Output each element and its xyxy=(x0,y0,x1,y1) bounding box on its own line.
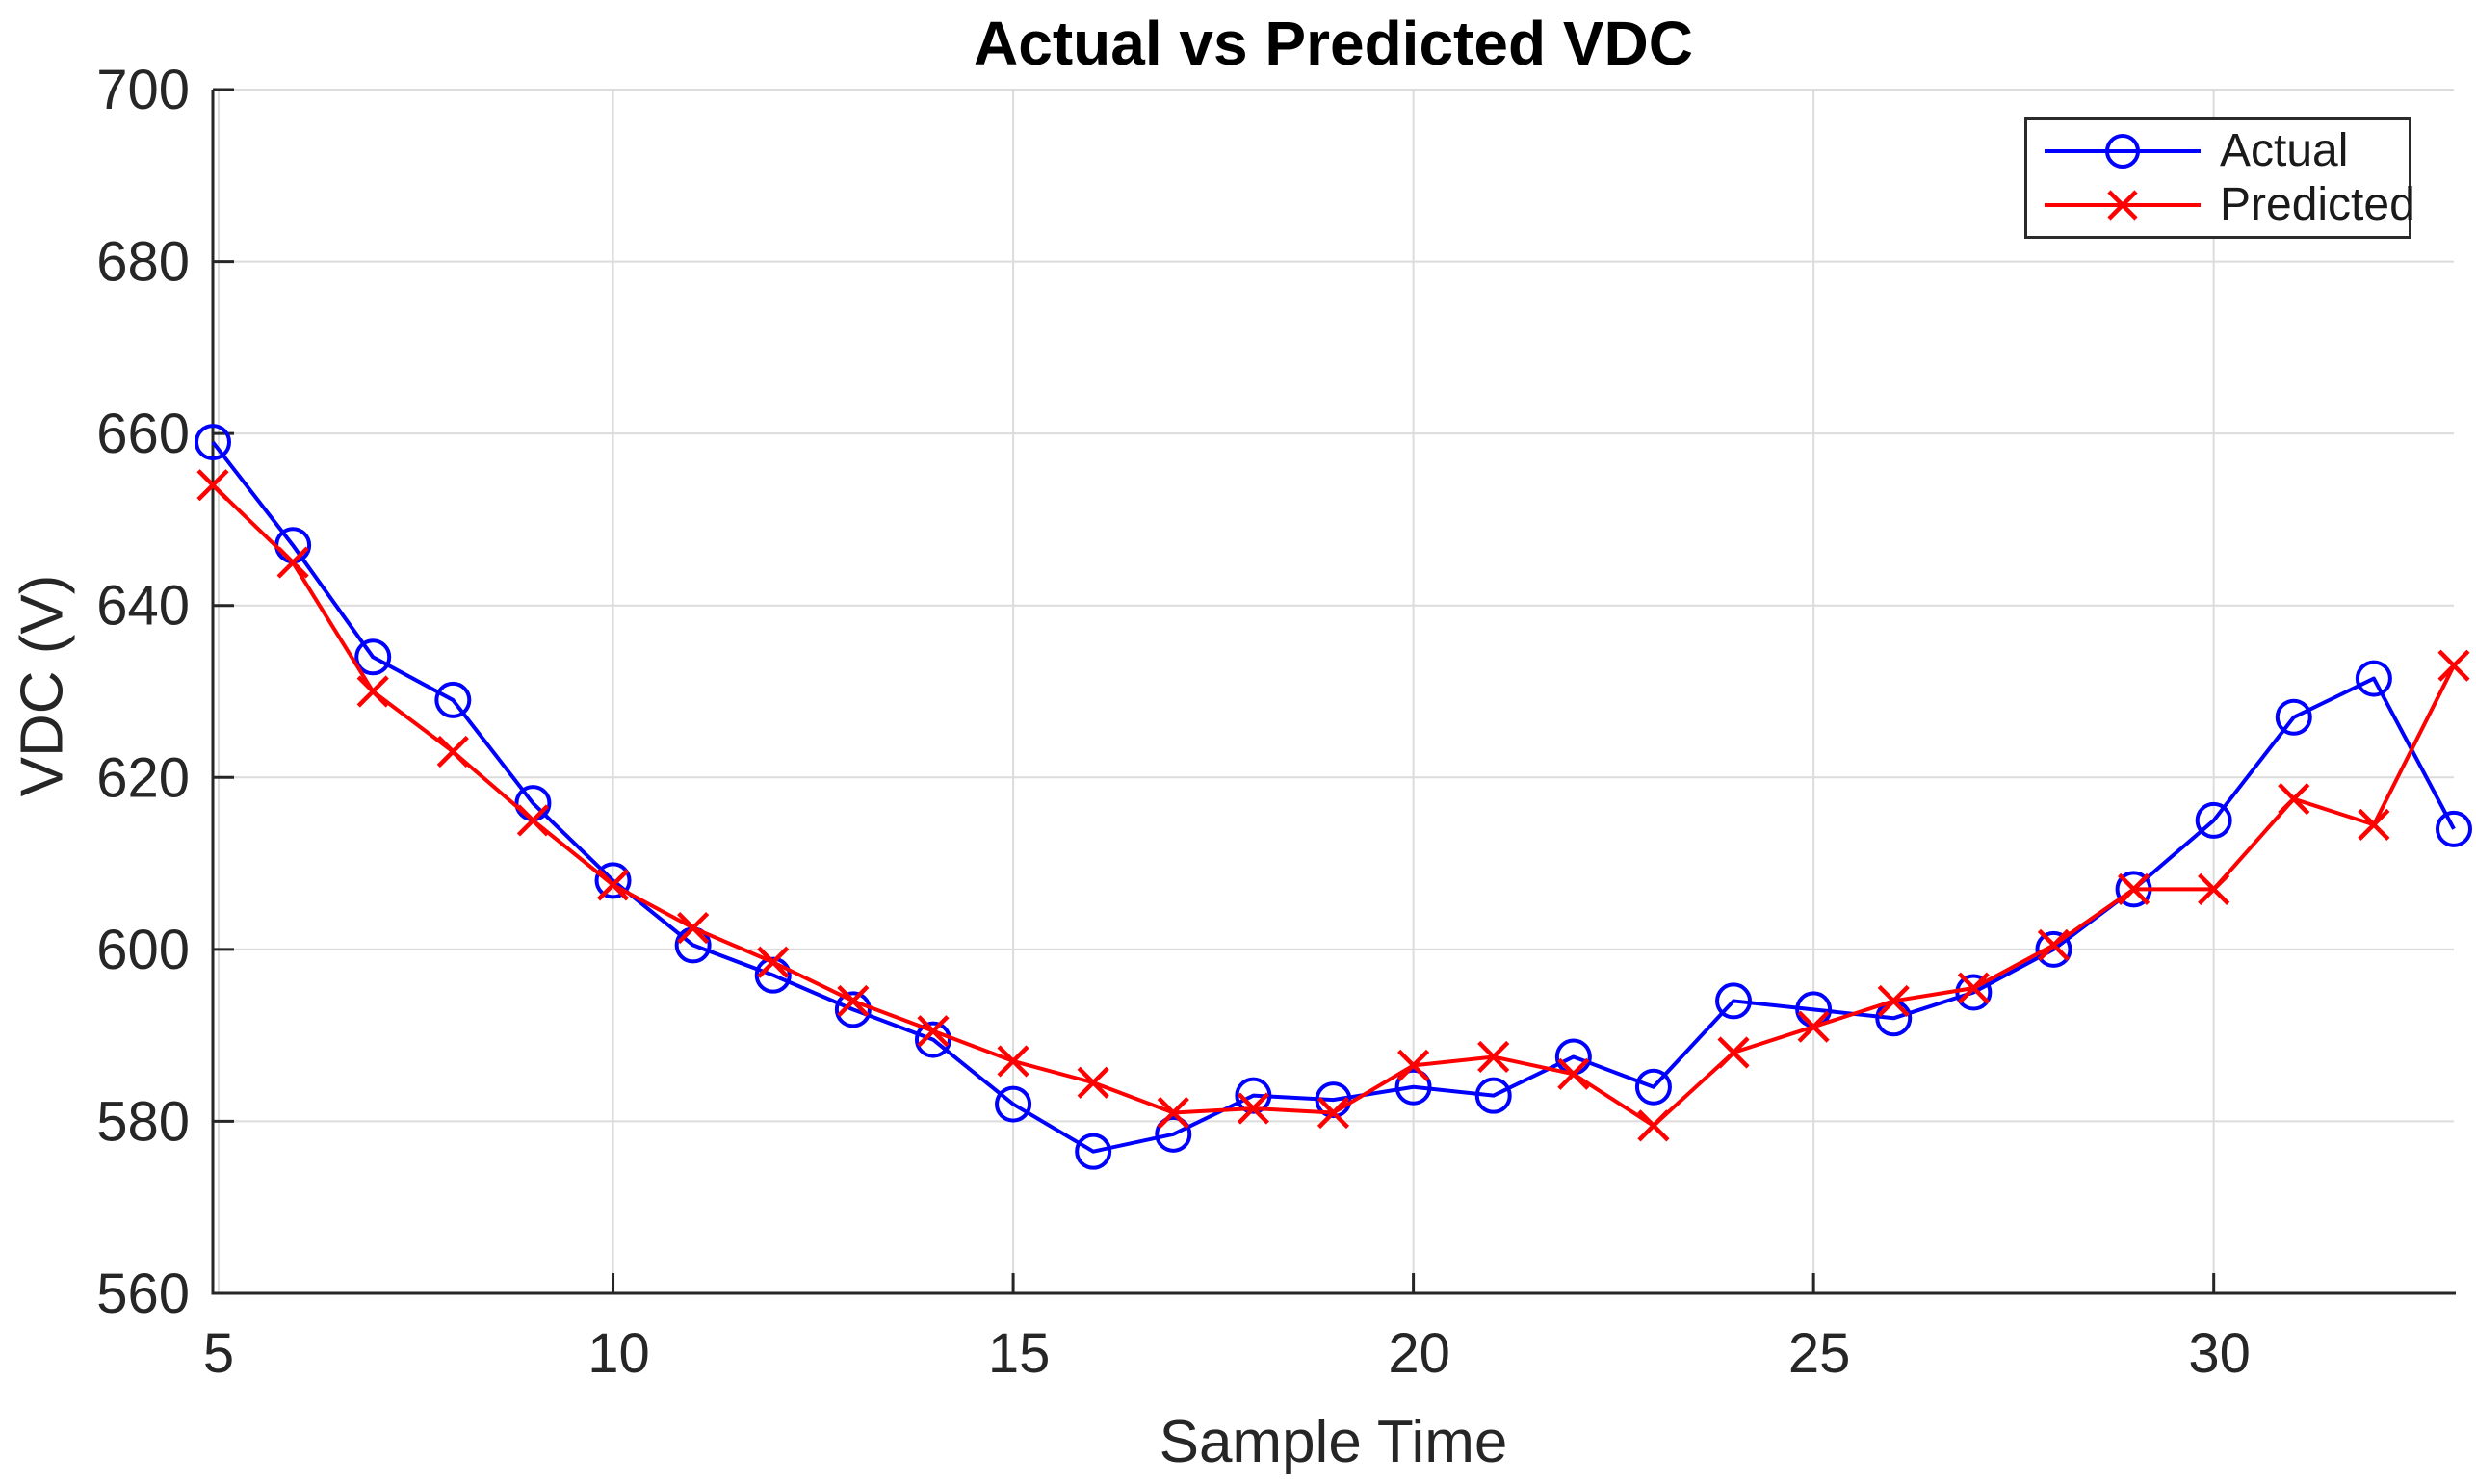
legend-item-predicted: Predicted xyxy=(2027,182,2415,228)
x-tick-label: 10 xyxy=(587,1322,650,1385)
marker-circle-actual xyxy=(1474,1077,1512,1114)
marker-circle-actual xyxy=(354,638,392,676)
marker-circle-actual xyxy=(1394,1068,1432,1106)
x-tick-label: 15 xyxy=(988,1322,1051,1385)
marker-circle-actual xyxy=(594,862,632,899)
legend: Actual Predicted xyxy=(2024,117,2415,239)
x-tick-label: 30 xyxy=(2188,1322,2251,1385)
marker-x-predicted xyxy=(837,984,870,1018)
marker-x-predicted xyxy=(1797,1010,1830,1043)
y-tick-label: 660 xyxy=(96,403,190,465)
legend-label-predicted: Predicted xyxy=(2220,179,2415,230)
marker-x-predicted xyxy=(1557,1057,1590,1090)
marker-circle-actual xyxy=(1235,1077,1272,1114)
marker-circle-actual xyxy=(434,681,472,718)
marker-circle-actual xyxy=(2035,930,2072,968)
marker-x-predicted xyxy=(196,469,229,502)
marker-circle-actual xyxy=(2355,660,2392,697)
marker-x-predicted xyxy=(757,946,790,978)
chart-title: Actual vs Predicted VDC xyxy=(974,9,1693,78)
y-tick-label: 620 xyxy=(96,746,190,809)
marker-x-predicted xyxy=(677,911,710,945)
marker-x-predicted xyxy=(1477,1040,1510,1074)
marker-x-predicted xyxy=(436,735,469,768)
marker-x-predicted xyxy=(1717,1036,1750,1069)
marker-circle-actual xyxy=(195,424,231,461)
marker-x-predicted xyxy=(356,675,389,708)
marker-x-predicted xyxy=(1237,1092,1269,1125)
x-tick-label: 20 xyxy=(1388,1322,1450,1385)
y-tick-label: 580 xyxy=(96,1090,190,1153)
marker-circle-actual xyxy=(834,991,872,1028)
marker-circle-actual xyxy=(995,1085,1032,1123)
marker-x-predicted xyxy=(2278,783,2310,816)
x-tick-label: 25 xyxy=(1788,1322,1851,1385)
series-line-actual xyxy=(211,440,2456,1154)
y-tick-label: 680 xyxy=(96,231,190,294)
marker-x-predicted xyxy=(1397,1049,1430,1081)
x-axis-label: Sample Time xyxy=(1159,1409,1508,1475)
marker-x-predicted xyxy=(1077,1066,1109,1099)
predicted-line-x-sample xyxy=(2045,190,2201,221)
marker-x-predicted xyxy=(2037,928,2071,961)
marker-x-predicted xyxy=(276,546,309,579)
marker-x-predicted xyxy=(596,869,630,901)
marker-circle-actual xyxy=(2195,801,2232,839)
legend-item-actual: Actual xyxy=(2027,128,2409,174)
marker-x-predicted xyxy=(2198,872,2230,905)
y-axis-label: VDC (V) xyxy=(9,574,76,797)
y-tick-label: 700 xyxy=(96,59,190,121)
marker-circle-actual xyxy=(754,956,792,994)
marker-x-predicted xyxy=(1157,1096,1189,1130)
y-tick-label: 560 xyxy=(96,1263,190,1325)
marker-x-predicted xyxy=(997,1045,1029,1078)
marker-circle-actual xyxy=(1634,1068,1672,1106)
marker-x-predicted xyxy=(1957,972,1990,1004)
marker-x-predicted xyxy=(1877,984,1910,1018)
marker-circle-actual xyxy=(1315,1081,1352,1119)
legend-label-actual: Actual xyxy=(2220,125,2349,176)
marker-x-predicted xyxy=(2358,808,2390,841)
marker-x-predicted xyxy=(1316,1096,1350,1130)
marker-circle-actual xyxy=(1075,1133,1112,1170)
marker-x-predicted xyxy=(2437,649,2470,682)
marker-x-predicted xyxy=(917,1015,950,1048)
marker-circle-actual xyxy=(914,1021,951,1058)
marker-circle-actual xyxy=(2275,698,2312,736)
marker-circle-actual xyxy=(1155,1115,1192,1153)
marker-circle-actual xyxy=(2436,810,2472,847)
marker-x-predicted xyxy=(1637,1109,1670,1142)
actual-line-circle-sample xyxy=(2045,134,2201,169)
y-tick-label: 640 xyxy=(96,575,190,638)
marker-x-predicted xyxy=(516,804,550,837)
x-tick-label: 5 xyxy=(203,1322,234,1385)
marker-circle-actual xyxy=(1715,982,1753,1020)
y-tick-label: 600 xyxy=(96,919,190,981)
marker-x-predicted xyxy=(2117,872,2150,905)
